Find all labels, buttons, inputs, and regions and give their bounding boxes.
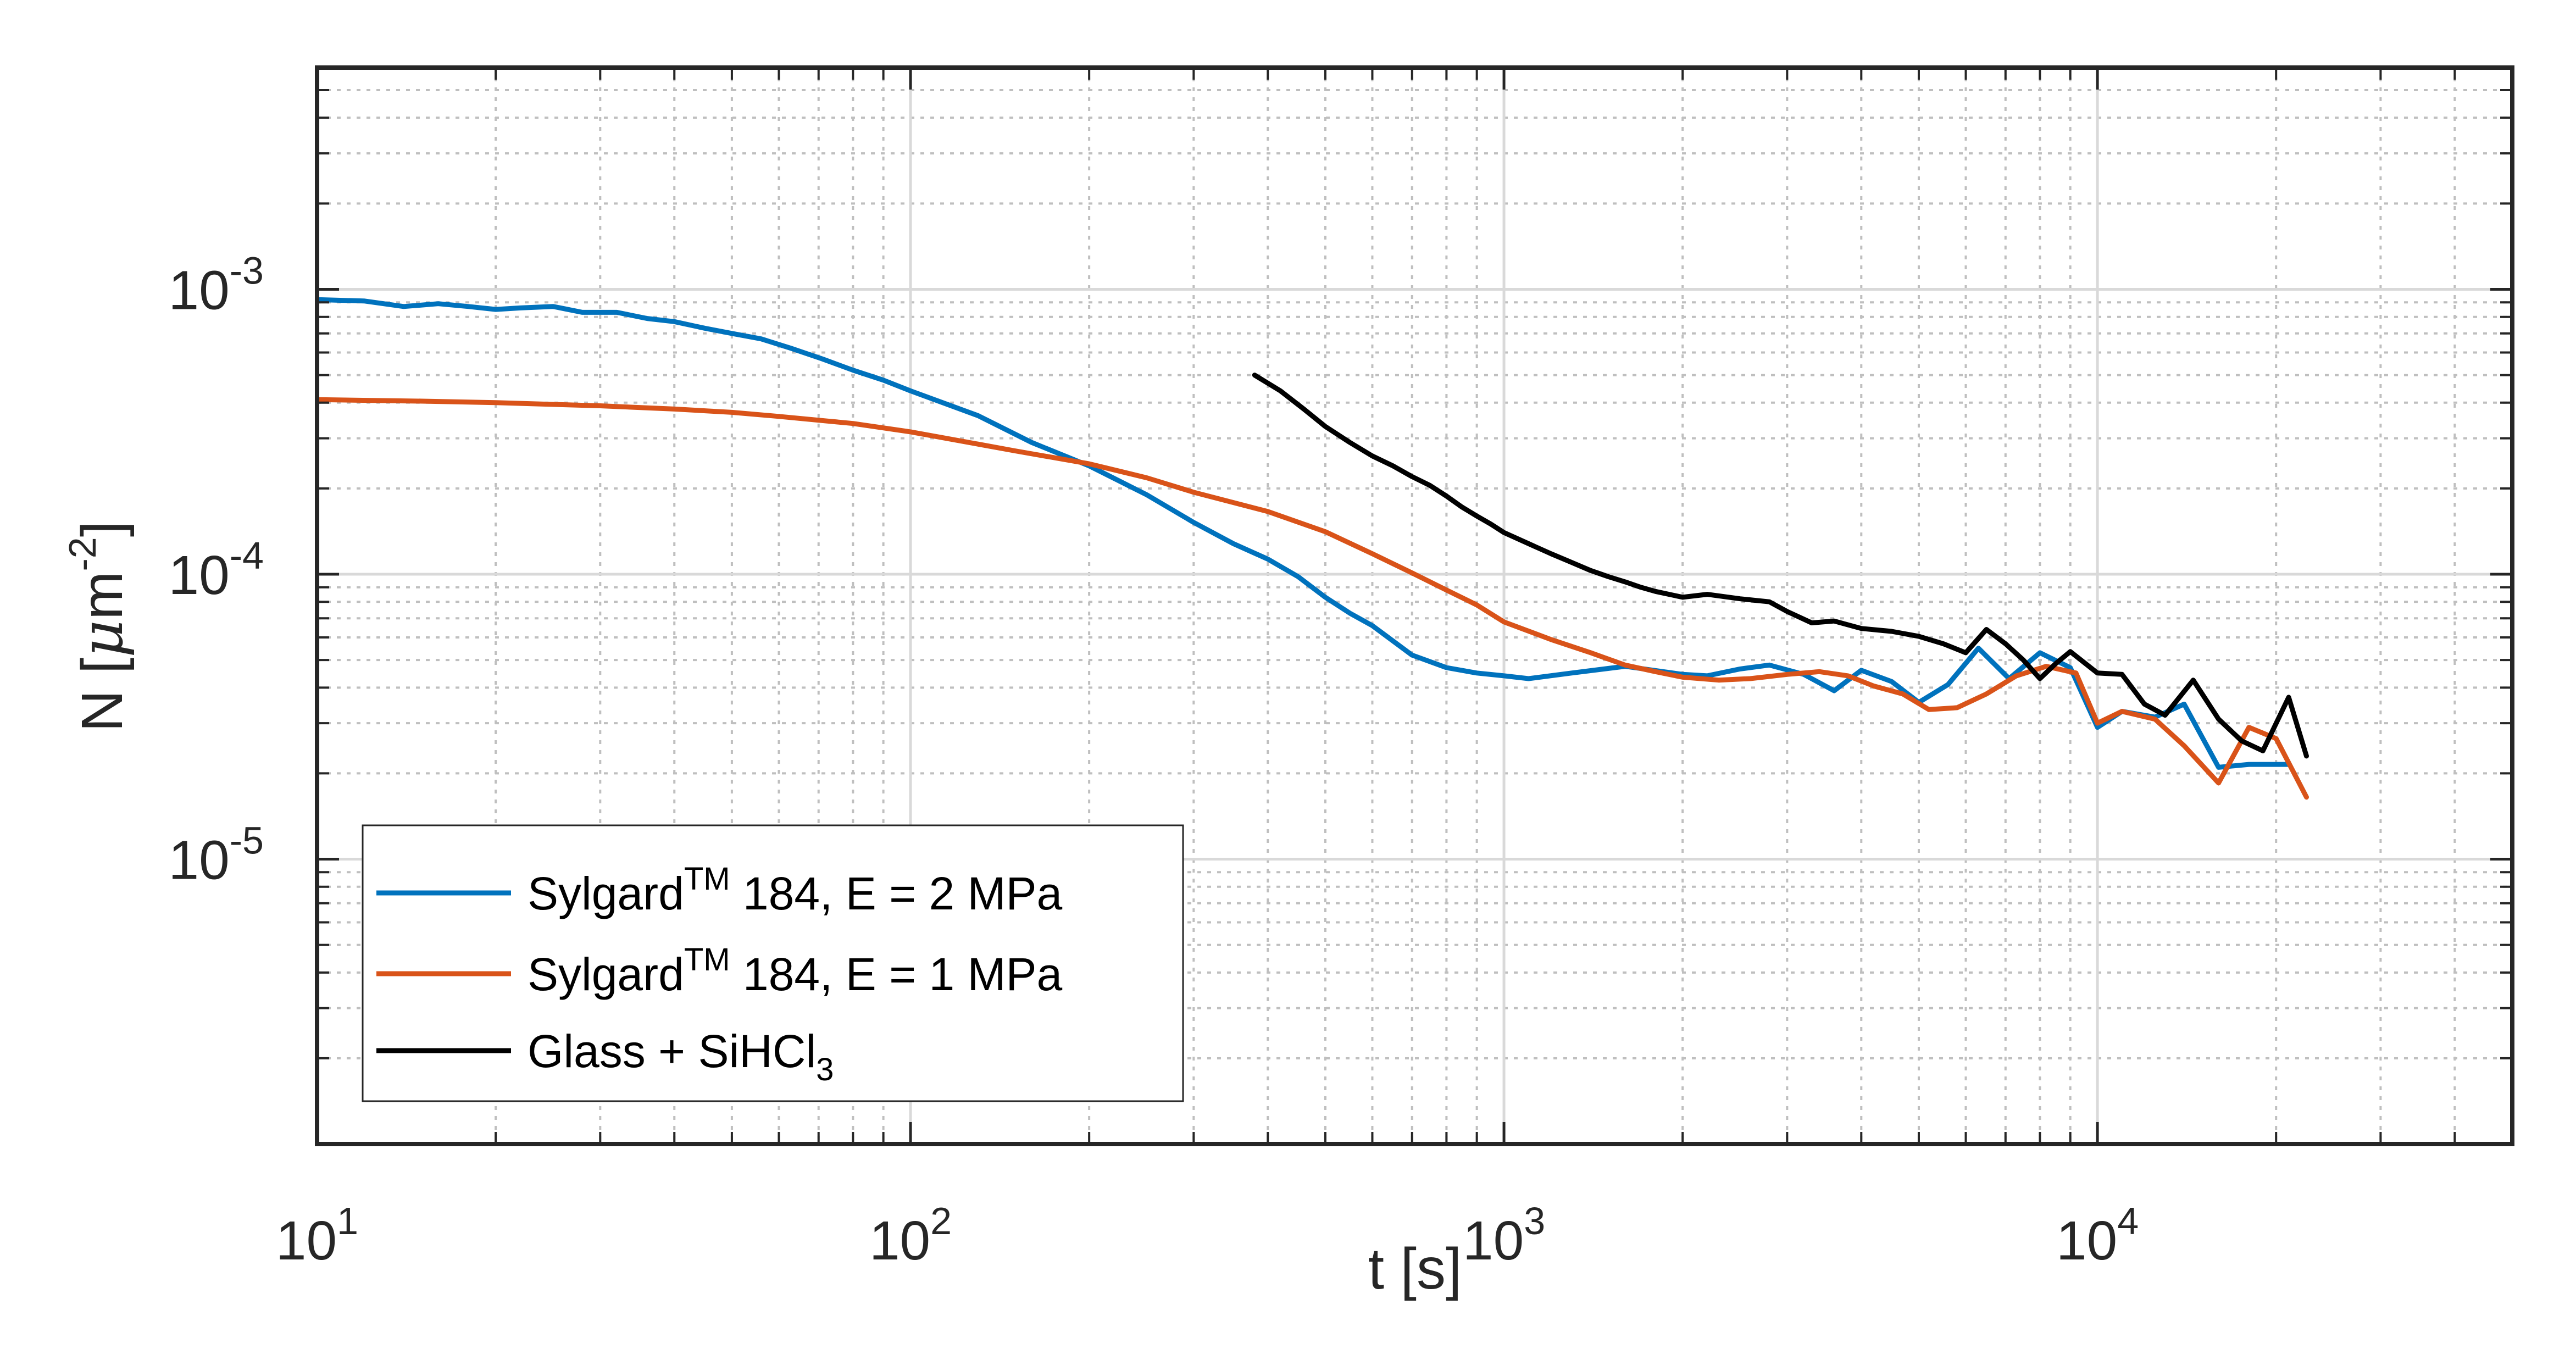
series-line-1 [317, 297, 2291, 770]
x-tick-label: 102 [869, 1200, 952, 1272]
legend-label-3: Glass + SiHCl3 [528, 1025, 834, 1087]
y-tick-label: 10-3 [169, 249, 264, 321]
tick-labels: 101 102 103 104 10-5 10-4 10-3 [169, 249, 2139, 1272]
series-layer [317, 297, 2309, 800]
x-tick-label: 103 [1463, 1200, 1545, 1272]
x-axis-label: t [s] [1368, 1236, 1462, 1301]
series-line-3 [1252, 373, 2309, 759]
x-tick-label: 104 [2056, 1200, 2139, 1272]
y-axis-label: N [μm-2] [61, 521, 136, 732]
series-line-2 [317, 397, 2309, 800]
plot-frame [315, 65, 2514, 1146]
minor-grid [317, 66, 2513, 1144]
legend-label-1: SylgardTM 184, E = 2 MPa [528, 861, 1063, 919]
legend-label-2: SylgardTM 184, E = 1 MPa [528, 942, 1063, 1000]
y-tick-label: 10-4 [169, 534, 264, 606]
x-tick-label: 101 [276, 1200, 358, 1272]
y-tick-label: 10-5 [169, 819, 264, 891]
legend-box [362, 824, 1184, 1102]
legend: SylgardTM 184, E = 2 MPa SylgardTM 184, E… [362, 824, 1184, 1102]
